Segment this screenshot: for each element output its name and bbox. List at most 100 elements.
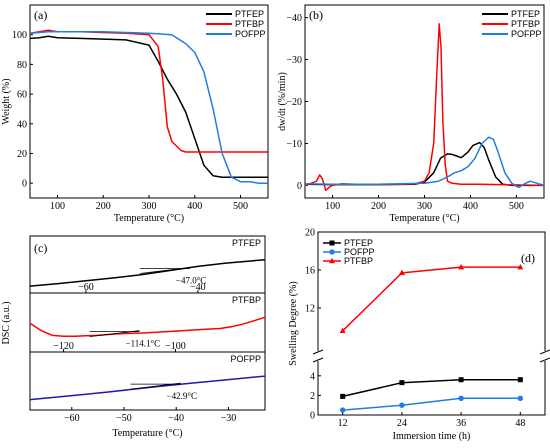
legend-label-ptfbp: PTFBP [344,256,373,266]
x-tick-label: 12 [338,418,348,429]
x-tick-label: −30 [221,413,237,424]
legend-label-ptfep: PTFEP [344,238,373,248]
series-line-ptfep [342,378,521,398]
x-tick-label: 500 [233,201,248,212]
series-line-ptfbp [29,29,268,153]
x-tick-label: 200 [96,201,111,212]
panel-c: −60 −40 PTFEP −47.0°C −120 −100 PTFBP −114.1°C −… [1,235,266,439]
x-tick-label: −60 [78,282,94,293]
data-point-ptfep [517,377,523,383]
subplot-frame-ptfep [29,235,266,294]
x-axis-title: Temperature (°C) [112,428,182,439]
dsc-curve-pofpp [29,375,266,401]
tg-annotation-pofpp: −42.9°C [167,391,197,401]
plot-frame [304,4,545,199]
legend-label-ptfbp: PTFBP [235,19,264,29]
axis-break-mark [539,349,550,355]
y-tick-label: 100 [12,30,27,41]
data-point-pofpp [399,402,405,408]
subplot-frame-pofpp [29,351,266,411]
plot-frame [317,231,546,416]
series-line-ptfbp [342,266,521,332]
y-axis-title: DSC (a.u.) [1,301,12,344]
axis-break-mark [312,357,324,363]
axis-break-mark [312,349,324,355]
legend-label-ptfep: PTFEP [235,9,264,19]
panel-label: (a) [34,8,47,22]
dsc-curve-ptfbp [29,316,266,337]
y-tick-label: 0 [310,411,315,422]
legend-label-ptfep: PTFEP [511,9,540,19]
x-axis-title: Temperature (°C) [389,213,459,224]
y-tick-label: 0 [297,181,302,192]
data-point-pofpp [329,249,335,255]
x-axis-title: Temperature (°C) [114,213,184,224]
y-tick-label: 12 [305,304,315,315]
y-axis-title: Weight (%) [1,78,12,124]
x-tick-label: 24 [397,418,407,429]
data-point-ptfbp [517,263,524,270]
legend-label-pofpp: POFPP [235,29,266,39]
legend-label-pofpp: POFPP [511,29,542,39]
data-point-ptfbp [329,257,335,264]
y-axis-title: Swelling Degree (%) [288,281,299,365]
x-tick-label: −40 [190,282,206,293]
y-tick-label: 4 [310,371,315,382]
y-tick-label: 20 [305,228,315,239]
x-tick-label: 500 [509,201,524,212]
y-tick-label: 80 [17,60,27,71]
data-point-pofpp [458,395,464,402]
tg-annotation-ptfbp: −114.1°C [126,339,161,349]
series-line-ptfbp [304,23,545,192]
x-tick-label: 300 [417,201,432,212]
x-tick-label: −100 [165,341,186,352]
subplot-title-ptfbp: PTFBP [232,295,261,305]
series-line-pofpp [29,30,268,184]
data-point-pofpp [339,407,346,413]
x-tick-label: −60 [64,413,80,424]
legend-label-ptfbp: PTFBP [511,19,540,29]
y-tick-label: 16 [305,266,315,277]
x-tick-label: 200 [371,201,386,212]
panel-b: 100 200 300 400 500 0 −10 −20 −30 −40 Temperature … [277,4,545,224]
data-point-ptfbp [398,269,405,276]
y-tick-label: −40 [286,13,302,24]
y-tick-label: −30 [286,55,302,66]
x-tick-label: −50 [116,413,132,424]
x-axis-title: Immersion time (h) [393,431,471,442]
data-point-ptfep [329,240,335,246]
y-tick-label: 60 [17,90,27,101]
x-tick-label: 400 [187,201,202,212]
data-point-ptfep [458,377,464,383]
data-point-pofpp [517,395,524,402]
x-tick-label: −40 [168,413,184,424]
data-point-ptfep [340,393,346,399]
x-tick-label: 48 [515,418,525,429]
y-tick-label: −20 [286,97,302,108]
y-axis-title: dw/dt (%/min) [277,72,288,131]
x-tick-label: 300 [142,201,157,212]
data-point-ptfep [399,380,405,386]
x-tick-label: 400 [463,201,478,212]
panel-label: (b) [309,8,323,22]
subplot-title-pofpp: POFPP [230,354,261,364]
dsc-curve-ptfep [29,259,266,287]
y-tick-label: −10 [286,139,302,150]
subplot-title-ptfep: PTFEP [232,238,261,248]
axis-break-mark [539,357,550,363]
y-tick-label: 20 [17,149,27,160]
tg-annotation-ptfep: −47.0°C [176,276,206,286]
series-line-pofpp [342,397,521,411]
x-tick-label: 100 [50,201,65,212]
x-tick-label: 36 [456,418,466,429]
panel-label: (d) [521,251,535,265]
axis-break-gap [313,351,323,361]
x-tick-label: 100 [325,201,340,212]
legend-label-pofpp: POFPP [344,247,375,257]
series-line-pofpp [304,136,545,189]
panel-a: 100 200 300 400 500 0 20 40 60 80 100 Temperature (… [1,4,269,224]
series-line-ptfep [29,35,268,178]
panel-label: (c) [34,241,47,255]
